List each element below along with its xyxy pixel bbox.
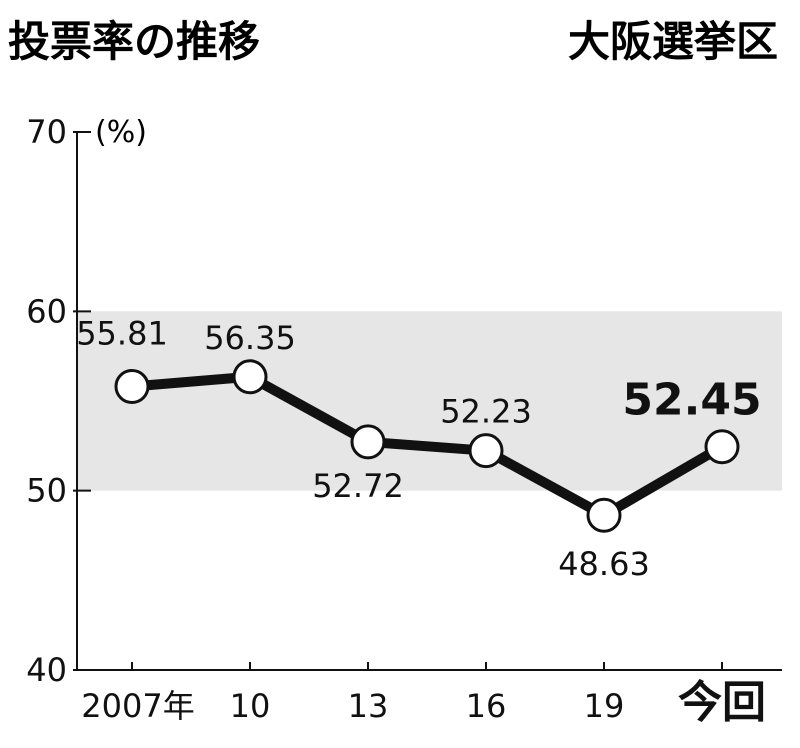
x-tick-label-4: 19 <box>584 687 625 725</box>
chart-title: 投票率の推移 <box>8 17 260 66</box>
data-point-2 <box>350 424 386 460</box>
data-label-3: 52.23 <box>440 393 532 431</box>
data-label-4: 48.63 <box>558 545 650 583</box>
chart-subtitle: 大阪選挙区 <box>568 17 778 66</box>
data-point-4 <box>586 497 622 533</box>
x-tick-label-1: 10 <box>230 687 271 725</box>
band-50-60 <box>77 311 782 491</box>
x-tick-label-0: 2007年 <box>81 687 194 725</box>
data-label-1: 56.35 <box>204 319 296 357</box>
y-tick-label-70: 70 <box>26 113 67 151</box>
data-label-0: 55.81 <box>76 314 168 352</box>
x-tick-label-3: 16 <box>466 687 507 725</box>
data-label-5: 52.45 <box>622 375 761 426</box>
x-tick-label-2: 13 <box>348 687 389 725</box>
data-label-2: 52.72 <box>312 467 404 505</box>
y-tick-label-60: 60 <box>26 292 67 330</box>
y-tick-label-40: 40 <box>26 651 67 689</box>
data-point-0 <box>114 368 150 404</box>
y-tick-label-50: 50 <box>26 472 67 510</box>
x-tick-label-5: 今回 <box>678 677 766 728</box>
series-line <box>131 371 725 521</box>
data-point-1 <box>232 359 268 395</box>
data-point-5 <box>704 429 740 465</box>
data-point-3 <box>468 433 504 469</box>
unit-label: (%) <box>95 115 147 150</box>
